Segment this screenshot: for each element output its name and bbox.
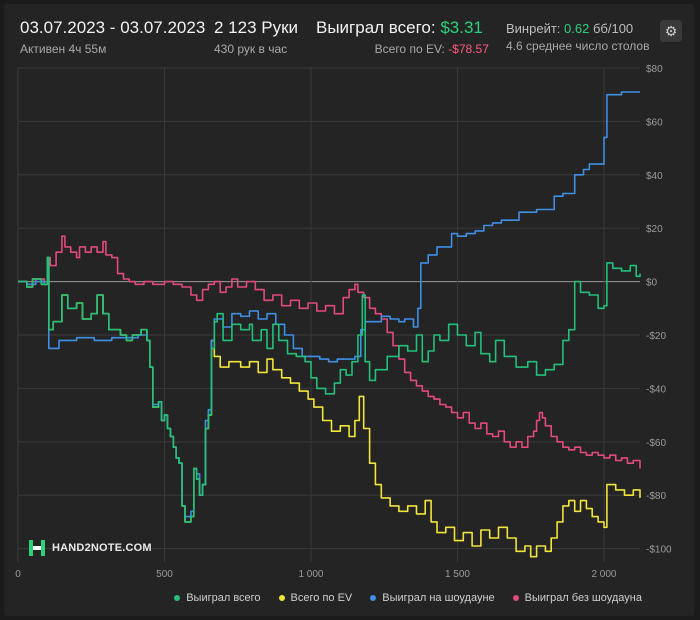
- ev-label: Всего по EV:: [374, 42, 445, 56]
- y-tick-label: $60: [646, 117, 663, 128]
- legend-item-showdown[interactable]: Выиграл на шоудауне: [370, 592, 495, 604]
- legend-label-won-total: Выиграл всего: [186, 592, 261, 604]
- won-label: Выиграл всего:: [316, 18, 436, 37]
- legend-label-showdown: Выиграл на шоудауне: [382, 592, 495, 604]
- legend-item-ev[interactable]: Всего по EV: [278, 592, 353, 604]
- hands-rate: 430 рук в час: [214, 42, 288, 56]
- legend-label-non-showdown: Выиграл без шоудауна: [524, 592, 642, 604]
- series-line-non-showdown: [18, 235, 641, 469]
- avg-tables: 4.6 среднее число столов: [506, 39, 650, 53]
- legend-dot-won-total: [174, 595, 181, 601]
- series-line-won-total: [18, 256, 641, 523]
- series-line-ev: [18, 256, 641, 558]
- x-tick-label: 500: [156, 569, 173, 580]
- x-tick-label: 2 000: [591, 569, 616, 580]
- won-block: Выиграл всего: $3.31 Всего по EV: -$78.5…: [316, 18, 489, 56]
- legend-dot-showdown: [370, 595, 377, 601]
- winrate-unit: бб/100: [592, 21, 634, 36]
- graph-panel: 03.07.2023 - 03.07.2023 Активен 4ч 55м 2…: [4, 4, 694, 616]
- ev-value: -$78.57: [448, 42, 489, 56]
- y-tick-label: -$100: [646, 545, 672, 556]
- hands-block: 2 123 Руки 430 рук в час: [214, 18, 298, 56]
- x-tick-label: 0: [15, 569, 21, 580]
- y-tick-label: $20: [646, 224, 663, 235]
- y-tick-label: -$40: [646, 384, 666, 395]
- hands-count: 2 123 Руки: [214, 18, 299, 37]
- y-tick-label: -$60: [646, 438, 666, 449]
- chart-legend: Выиграл всего Всего по EV Выиграл на шоу…: [174, 592, 642, 604]
- logo-text: HAND2NOTE.COM: [52, 542, 152, 554]
- series-line-showdown: [18, 91, 640, 518]
- legend-dot-non-showdown: [512, 595, 519, 601]
- y-tick-label: $0: [646, 278, 658, 289]
- x-tick-label: 1 500: [445, 569, 470, 580]
- hand2note-logo: HAND2NOTE.COM: [28, 538, 152, 558]
- winrate-value: 0.62: [564, 21, 590, 36]
- legend-item-won-total[interactable]: Выиграл всего: [174, 592, 261, 604]
- y-tick-label: $40: [646, 171, 663, 182]
- winrate-block: Винрейт: 0.62 бб/100 4.6 среднее число с…: [506, 21, 649, 53]
- legend-label-ev: Всего по EV: [290, 592, 353, 604]
- legend-dot-ev: [278, 595, 285, 601]
- date-block: 03.07.2023 - 03.07.2023 Активен 4ч 55м: [20, 18, 205, 56]
- date-range: 03.07.2023 - 03.07.2023: [20, 18, 206, 37]
- legend-item-non-showdown[interactable]: Выиграл без шоудауна: [512, 592, 642, 604]
- y-tick-label: $80: [646, 64, 663, 75]
- y-tick-label: -$80: [646, 491, 666, 502]
- settings-gear-icon[interactable]: ⚙: [660, 20, 682, 42]
- x-tick-label: 1 000: [298, 569, 323, 580]
- winrate-label: Винрейт:: [506, 21, 561, 36]
- active-time: Активен 4ч 55м: [20, 42, 107, 56]
- won-value: $3.31: [440, 18, 483, 37]
- y-tick-label: -$20: [646, 331, 666, 342]
- profit-chart: $80 $60 $40 $20 $0 -$20 -$40 -$60 -$80 -$100 0 500 1…: [15, 64, 672, 580]
- h2n-mark-icon: [29, 540, 45, 556]
